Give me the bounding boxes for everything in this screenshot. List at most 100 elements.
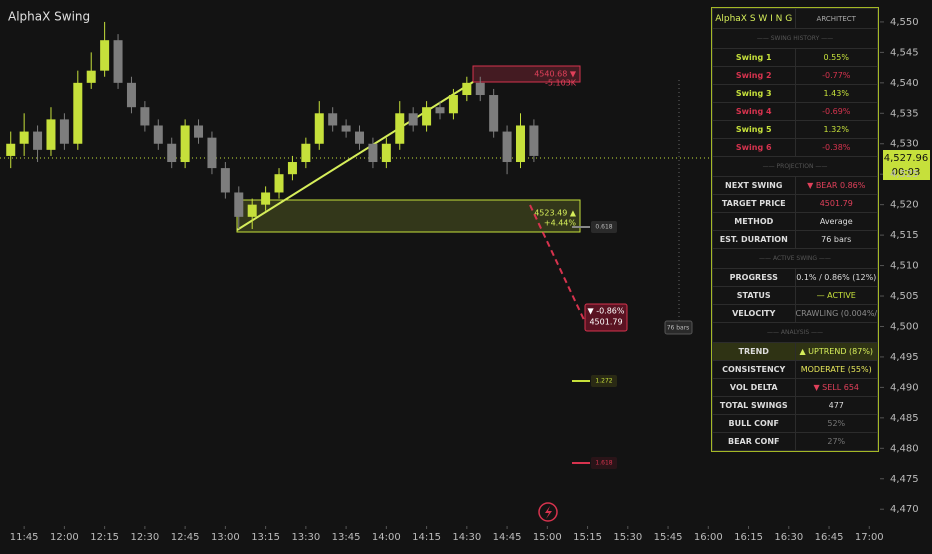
y-tick-label: 4,535	[890, 108, 919, 119]
candle-body	[408, 113, 418, 126]
panel-row: —— ACTIVE SWING ——	[712, 248, 878, 269]
lab: VOL DELTA	[712, 378, 796, 397]
x-tick-label: 13:00	[211, 532, 240, 543]
panel-row: Swing 3 1.43%	[712, 84, 878, 103]
val: 0.55%	[794, 48, 878, 67]
candle-body	[207, 137, 217, 169]
target-pct-label: ▼ -0.86%	[588, 307, 625, 316]
candle-body	[73, 82, 83, 144]
panel-row: VOL DELTA ▼ SELL 654	[712, 378, 878, 397]
fib-label: 1.618	[595, 460, 612, 467]
candle-body	[100, 40, 110, 71]
candle-body	[515, 125, 525, 163]
stats-table: AlphaX S W I N G ARCHITECT —— SWING HISTOR…	[712, 8, 878, 451]
val: CRAWLING (0.004%/bar)	[794, 304, 878, 323]
last-price: 4,527.96	[884, 153, 929, 164]
y-tick-label: 4,495	[890, 352, 919, 363]
panel-row: Swing 6 -0.38%	[712, 138, 878, 157]
x-tick-label: 17:00	[855, 532, 884, 543]
candle-body	[167, 143, 177, 163]
x-tick-label: 12:15	[90, 532, 119, 543]
x-tick-label: 15:00	[533, 532, 562, 543]
candle-body	[6, 143, 16, 156]
y-tick-label: 4,490	[890, 382, 919, 393]
grid	[23, 21, 884, 529]
candle-body	[475, 82, 485, 96]
panel-row: —— PROJECTION ——	[712, 156, 878, 177]
y-tick-label: 4,485	[890, 413, 919, 424]
candle-body	[274, 174, 284, 193]
y-tick-label: 4,505	[890, 291, 919, 302]
countdown: 00:03	[892, 167, 921, 178]
x-tick-label: 14:30	[452, 532, 481, 543]
y-tick-label: 4,510	[890, 261, 919, 272]
candle-body	[180, 125, 190, 163]
x-tick-label: 12:00	[50, 532, 79, 543]
panel-row: AlphaX S W I N G ARCHITECT	[712, 8, 878, 29]
lab: TARGET PRICE	[712, 194, 796, 213]
title: AlphaX S W I N G	[712, 8, 796, 29]
panel-row: BEAR CONF 27%	[712, 432, 878, 451]
val: ▼ SELL 654	[794, 378, 878, 397]
candle-body	[113, 40, 123, 83]
panel-row: Swing 1 0.55%	[712, 48, 878, 67]
panel-row: METHOD Average	[712, 212, 878, 231]
y-tick-label: 4,515	[890, 230, 919, 241]
candle-body	[247, 204, 257, 217]
high-delta-label: -5.103K	[545, 79, 577, 88]
candle-body	[261, 192, 271, 205]
lab: TREND	[712, 342, 796, 361]
zone-price-label: 4523.49 ▲	[534, 209, 577, 218]
x-tick-label: 14:15	[412, 532, 441, 543]
lab: BEAR CONF	[712, 432, 796, 451]
lab: METHOD	[712, 212, 796, 231]
val: 27%	[794, 432, 878, 451]
sec: —— PROJECTION ——	[712, 156, 878, 177]
panel-row: Swing 5 1.32%	[712, 120, 878, 139]
lab: Swing 5	[712, 120, 796, 139]
lab: Swing 4	[712, 102, 796, 121]
val: 1.43%	[794, 84, 878, 103]
lab: STATUS	[712, 286, 796, 305]
panel-row: NEXT SWING ▼ BEAR 0.86%	[712, 176, 878, 195]
candle-body	[126, 82, 136, 108]
y-tick-label: 4,545	[890, 47, 919, 58]
last-price-badge	[883, 150, 930, 180]
val: 1.32%	[794, 120, 878, 139]
panel-row: Swing 4 -0.69%	[712, 102, 878, 121]
y-tick-label: 4,540	[890, 78, 919, 89]
x-tick-label: 14:00	[372, 532, 401, 543]
panel-row: BULL CONF 52%	[712, 414, 878, 433]
candle-body	[489, 95, 499, 132]
x-tick-label: 15:15	[573, 532, 602, 543]
sec: —— SWING HISTORY ——	[712, 28, 878, 49]
candle-body	[435, 107, 445, 114]
stats-panel: AlphaX S W I N G ARCHITECT —— SWING HISTOR…	[711, 7, 879, 452]
candle-body	[328, 113, 338, 126]
trend-line	[236, 81, 474, 231]
lab: PROGRESS	[712, 268, 796, 287]
bars-badge	[664, 320, 693, 335]
x-tick-label: 16:15	[734, 532, 763, 543]
val: -0.38%	[794, 138, 878, 157]
lab: EST. DURATION	[712, 230, 796, 249]
candle-body	[301, 143, 311, 163]
y-tick-label: 4,525	[890, 169, 919, 180]
val: ▲ UPTREND (87%)	[794, 342, 878, 361]
panel-row: STATUS — ACTIVE	[712, 286, 878, 305]
val: 4501.79	[794, 194, 878, 213]
y-tick-label: 4,500	[890, 321, 919, 332]
y-tick-label: 4,480	[890, 443, 919, 454]
alert-icon[interactable]	[538, 502, 558, 522]
target-price-label: 4501.79	[589, 318, 622, 327]
target-badge	[584, 303, 628, 332]
candle-body	[314, 113, 324, 144]
candle-body	[140, 107, 150, 126]
candle-body	[355, 131, 365, 144]
candle-body	[194, 125, 204, 138]
y-tick-label: 4,520	[890, 200, 919, 211]
candle-body	[220, 168, 230, 193]
panel-row: EST. DURATION 76 bars	[712, 230, 878, 249]
sec: —— ACTIVE SWING ——	[712, 248, 878, 269]
